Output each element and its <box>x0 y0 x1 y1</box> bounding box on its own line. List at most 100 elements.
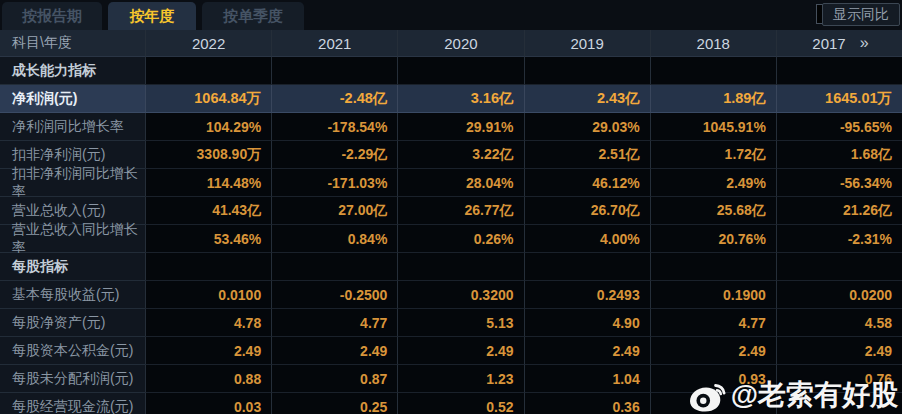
value-cell: 4.58 <box>776 309 902 337</box>
value-cell: 41.43亿 <box>145 197 271 225</box>
value-cell: 2.49 <box>397 337 523 365</box>
value-cell: 28.04% <box>397 169 523 197</box>
value-cell <box>776 393 902 414</box>
value-cell: 0.03 <box>145 393 271 414</box>
value-cell <box>271 57 397 85</box>
corner-label: 科目\年度 <box>0 30 145 57</box>
section-label: 每股指标 <box>0 253 145 281</box>
table-row[interactable]: 每股未分配利润(元)0.880.871.231.040.930.76 <box>0 365 902 393</box>
value-cell <box>145 253 271 281</box>
value-cell: 0.52 <box>397 393 523 414</box>
value-cell: -178.54% <box>271 113 397 141</box>
value-cell <box>776 253 902 281</box>
period-tabbar: 按报告期 按年度 按单季度 显示同比 <box>0 0 902 30</box>
value-cell: 2.49 <box>271 337 397 365</box>
row-label: 每股资本公积金(元) <box>0 337 145 365</box>
value-cell: 2.49 <box>524 337 650 365</box>
value-cell: 5.13 <box>397 309 523 337</box>
value-cell <box>524 253 650 281</box>
value-cell <box>145 57 271 85</box>
table-row[interactable]: 每股指标 <box>0 253 902 281</box>
value-cell <box>650 393 776 414</box>
value-cell: 29.91% <box>397 113 523 141</box>
value-cell: 0.2493 <box>524 281 650 309</box>
value-cell: 0.93 <box>650 365 776 393</box>
value-cell: -0.2500 <box>271 281 397 309</box>
value-cell: -56.34% <box>776 169 902 197</box>
table-row[interactable]: 每股净资产(元)4.784.775.134.904.774.58 <box>0 309 902 337</box>
value-cell: 21.26亿 <box>776 197 902 225</box>
table-row[interactable]: 净利润(元)1064.84万-2.48亿3.16亿2.43亿1.89亿1645.… <box>0 85 902 113</box>
value-cell: -171.03% <box>271 169 397 197</box>
value-cell: 0.87 <box>271 365 397 393</box>
financial-table: 科目\年度 202220212020201920182017» 成长能力指标净利… <box>0 30 902 414</box>
table-row[interactable]: 营业总收入同比增长率53.46%0.84%0.26%4.00%20.76%-2.… <box>0 225 902 253</box>
value-cell: 2.43亿 <box>524 85 650 113</box>
value-cell: 4.00% <box>524 225 650 253</box>
row-label: 净利润(元) <box>0 85 145 113</box>
value-cell: 4.77 <box>650 309 776 337</box>
value-cell: 2.49 <box>776 337 902 365</box>
value-cell: 1.89亿 <box>650 85 776 113</box>
financial-data-panel: 按报告期 按年度 按单季度 显示同比 科目\年度 202220212020201… <box>0 0 902 414</box>
value-cell: 4.77 <box>271 309 397 337</box>
value-cell: 20.76% <box>650 225 776 253</box>
value-cell: 46.12% <box>524 169 650 197</box>
row-label: 营业总收入同比增长率 <box>0 225 145 253</box>
value-cell <box>524 57 650 85</box>
table-row[interactable]: 基本每股收益(元)0.0100-0.25000.32000.24930.1900… <box>0 281 902 309</box>
value-cell: 2.49% <box>650 169 776 197</box>
value-cell: 0.88 <box>145 365 271 393</box>
value-cell: 2.49 <box>145 337 271 365</box>
value-cell: 1645.01万 <box>776 85 902 113</box>
value-cell: 4.78 <box>145 309 271 337</box>
value-cell: 0.76 <box>776 365 902 393</box>
value-cell: 3.22亿 <box>397 141 523 169</box>
row-label: 每股未分配利润(元) <box>0 365 145 393</box>
value-cell: -2.29亿 <box>271 141 397 169</box>
section-label: 成长能力指标 <box>0 57 145 85</box>
row-label: 净利润同比增长率 <box>0 113 145 141</box>
value-cell <box>397 253 523 281</box>
value-cell: 104.29% <box>145 113 271 141</box>
value-cell <box>776 57 902 85</box>
value-cell: 1.68亿 <box>776 141 902 169</box>
year-header-2018: 2018 <box>650 30 776 57</box>
table-row[interactable]: 每股经营现金流(元)0.030.250.520.36 <box>0 393 902 414</box>
value-cell: 0.36 <box>524 393 650 414</box>
value-cell: 26.77亿 <box>397 197 523 225</box>
tab-by-report-period[interactable]: 按报告期 <box>2 2 102 30</box>
year-header-2021: 2021 <box>271 30 397 57</box>
year-header-2022: 2022 <box>145 30 271 57</box>
table-row[interactable]: 每股资本公积金(元)2.492.492.492.492.492.49 <box>0 337 902 365</box>
value-cell: 0.3200 <box>397 281 523 309</box>
value-cell: 0.84% <box>271 225 397 253</box>
table-row[interactable]: 净利润同比增长率104.29%-178.54%29.91%29.03%1045.… <box>0 113 902 141</box>
value-cell: 2.49 <box>650 337 776 365</box>
row-label: 每股经营现金流(元) <box>0 393 145 414</box>
value-cell: 4.90 <box>524 309 650 337</box>
value-cell: 27.00亿 <box>271 197 397 225</box>
value-cell: 1.72亿 <box>650 141 776 169</box>
table-row[interactable]: 成长能力指标 <box>0 57 902 85</box>
more-years-icon[interactable]: » <box>860 34 867 52</box>
tab-by-quarter[interactable]: 按单季度 <box>202 2 304 30</box>
value-cell: 53.46% <box>145 225 271 253</box>
value-cell: 0.1900 <box>650 281 776 309</box>
tab-by-year[interactable]: 按年度 <box>108 2 196 30</box>
table-row[interactable]: 扣非净利润同比增长率114.48%-171.03%28.04%46.12%2.4… <box>0 169 902 197</box>
value-cell <box>397 57 523 85</box>
year-header-2017: 2017» <box>776 30 902 57</box>
row-label: 基本每股收益(元) <box>0 281 145 309</box>
row-label: 扣非净利润同比增长率 <box>0 169 145 197</box>
value-cell: 0.26% <box>397 225 523 253</box>
show-yoy-label[interactable]: 显示同比 <box>822 3 900 26</box>
value-cell: -2.48亿 <box>271 85 397 113</box>
year-header-2019: 2019 <box>524 30 650 57</box>
value-cell: 1064.84万 <box>145 85 271 113</box>
value-cell: 0.0100 <box>145 281 271 309</box>
value-cell: -95.65% <box>776 113 902 141</box>
value-cell: -2.31% <box>776 225 902 253</box>
value-cell <box>650 57 776 85</box>
value-cell: 2.51亿 <box>524 141 650 169</box>
